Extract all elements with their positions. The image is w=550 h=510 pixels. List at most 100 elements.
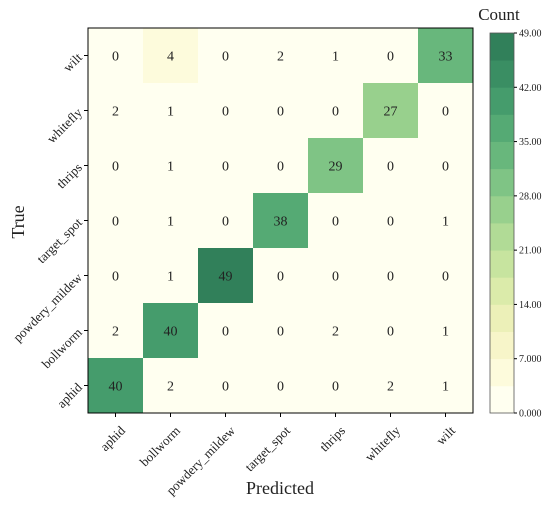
heatmap-cell xyxy=(363,28,419,84)
cell-value-label: 38 xyxy=(274,215,288,230)
heatmap-cell xyxy=(308,138,364,194)
colorbar-level xyxy=(490,141,514,170)
heatmap-cell xyxy=(253,138,309,194)
colorbar-level xyxy=(490,331,514,360)
colorbar-tick-label: 42.00 xyxy=(519,83,542,94)
cell-value-label: 0 xyxy=(277,105,284,120)
cell-value-label: 29 xyxy=(329,160,343,175)
x-tick-label: whitefly xyxy=(362,423,404,465)
x-tick-label: wilt xyxy=(433,423,458,448)
heatmap-cell xyxy=(143,193,199,249)
heatmap-cell xyxy=(143,28,199,84)
y-tick-label: aphid xyxy=(54,379,85,410)
colorbar-level xyxy=(490,358,514,387)
heatmap-cell xyxy=(253,248,309,304)
colorbar-tick-label: 49.00 xyxy=(519,29,542,40)
cell-value-label: 0 xyxy=(442,105,449,120)
colorbar-tick-label: 21.00 xyxy=(519,246,542,257)
cell-value-label: 0 xyxy=(387,50,394,65)
heatmap-cell xyxy=(253,193,309,249)
y-axis-title: True xyxy=(8,205,28,238)
colorbar-level xyxy=(490,60,514,88)
heatmap-cell xyxy=(198,138,254,194)
colorbar-tick-label: 7.000 xyxy=(519,354,542,365)
heatmap-cell xyxy=(308,28,364,84)
cell-value-label: 0 xyxy=(277,160,284,175)
heatmap-cell xyxy=(198,303,254,359)
cell-value-label: 0 xyxy=(332,270,339,285)
heatmap-cell xyxy=(198,358,254,414)
cell-value-label: 0 xyxy=(442,160,449,175)
colorbar-frame xyxy=(489,32,515,414)
heatmap-cell xyxy=(418,138,474,194)
colorbar-level xyxy=(490,250,514,278)
cell-value-label: 1 xyxy=(332,50,339,65)
heatmap-cell xyxy=(308,193,364,249)
cell-value-label: 0 xyxy=(277,325,284,340)
heatmap-cell xyxy=(363,138,419,194)
colorbar-tick-label: 28.00 xyxy=(519,191,542,202)
colorbar-level xyxy=(490,195,514,224)
cell-value-label: 27 xyxy=(384,105,398,120)
colorbar-title: Count xyxy=(478,5,520,24)
colorbar-tick-label: 14.00 xyxy=(519,300,542,311)
x-tick-label: target_spot xyxy=(242,423,294,475)
cell-value-label: 0 xyxy=(277,380,284,395)
cell-value-label: 0 xyxy=(222,380,229,395)
colorbar-level xyxy=(490,304,514,332)
cell-value-label: 2 xyxy=(112,105,119,120)
x-tick-label: aphid xyxy=(97,423,128,454)
cell-value-label: 2 xyxy=(167,380,174,395)
cell-value-label: 40 xyxy=(164,325,178,340)
cell-value-label: 0 xyxy=(332,380,339,395)
heatmap-cell xyxy=(198,83,254,139)
heatmap-cell xyxy=(143,138,199,194)
cell-value-label: 1 xyxy=(167,270,174,285)
heatmap-cell-values: 0 4 0 2 1 0 332 1 0 0 0 27 00 1 0 0 29 0 00 1 0 38 0 0 10 1 49 0 0 0 0… xyxy=(109,50,453,395)
cell-value-label: 1 xyxy=(442,215,449,230)
heatmap-cell xyxy=(363,303,419,359)
cell-value-label: 0 xyxy=(332,105,339,120)
cell-value-label: 0 xyxy=(387,325,394,340)
cell-value-label: 1 xyxy=(167,105,174,120)
colorbar-level xyxy=(490,385,514,414)
cell-value-label: 0 xyxy=(442,270,449,285)
cell-value-label: 0 xyxy=(112,50,119,65)
cell-value-label: 0 xyxy=(222,325,229,340)
y-tick-label: target_spot xyxy=(34,215,86,267)
colorbar-level xyxy=(490,168,514,197)
heatmap-cell xyxy=(253,358,309,414)
heatmap-cell xyxy=(88,193,144,249)
colorbar-level xyxy=(490,33,514,61)
heatmap-cell xyxy=(363,83,419,139)
heatmap-cell xyxy=(308,358,364,414)
heatmap-cell xyxy=(253,28,309,84)
cell-value-label: 0 xyxy=(387,215,394,230)
heatmap-cell xyxy=(143,358,199,414)
colorbar-level xyxy=(490,87,514,115)
heatmap-cell xyxy=(143,248,199,304)
heatmap-cell xyxy=(418,28,474,84)
heatmap-cell xyxy=(198,248,254,304)
heatmap-cell xyxy=(88,83,144,139)
heatmap-cell xyxy=(308,83,364,139)
heatmap-cell xyxy=(198,193,254,249)
cell-value-label: 33 xyxy=(439,50,453,65)
colorbar-level xyxy=(490,277,514,305)
heatmap-cell xyxy=(418,193,474,249)
cell-value-label: 0 xyxy=(332,215,339,230)
heatmap-cell xyxy=(88,303,144,359)
x-tick-label: thrips xyxy=(317,423,349,455)
cell-value-label: 2 xyxy=(332,325,339,340)
cell-value-label: 0 xyxy=(387,160,394,175)
heatmap-cell xyxy=(143,83,199,139)
x-tick-label: bollworm xyxy=(137,423,183,469)
x-axis-title: Predicted xyxy=(246,478,314,498)
colorbar: 0.000 7.000 14.00 21.00 28.00 35.00 42.00 49.00 xyxy=(489,29,542,420)
heatmap-cell xyxy=(308,248,364,304)
heatmap-cell xyxy=(308,303,364,359)
y-tick-label: bollworm xyxy=(39,325,85,371)
cell-value-label: 0 xyxy=(112,270,119,285)
cell-value-label: 0 xyxy=(387,270,394,285)
cell-value-label: 40 xyxy=(109,380,123,395)
